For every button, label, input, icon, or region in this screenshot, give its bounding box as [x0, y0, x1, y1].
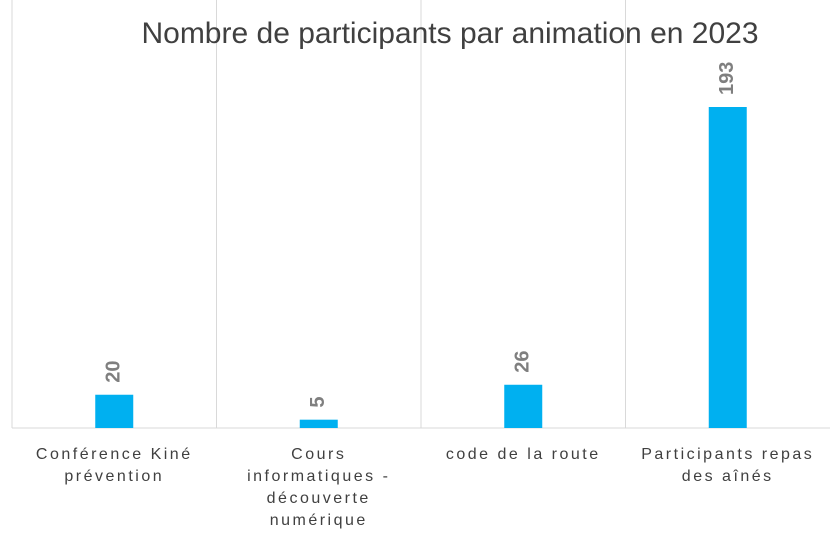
value-label: 20 — [103, 360, 125, 382]
bar — [504, 384, 543, 428]
value-label: 193 — [716, 62, 738, 95]
x-tick-label: Cours informatiques - découverte numériq… — [247, 446, 391, 529]
bar — [299, 419, 338, 428]
bar — [708, 107, 747, 428]
x-tick-label: Conférence Kiné prévention — [35, 446, 193, 485]
x-tick-label: Participants repas des aînés — [641, 446, 815, 485]
value-label: 26 — [512, 351, 534, 373]
value-label: 5 — [307, 397, 329, 408]
bar — [95, 394, 134, 428]
x-tick-label: code de la route — [445, 446, 601, 463]
chart-title: Nombre de participants par animation en … — [141, 17, 759, 50]
